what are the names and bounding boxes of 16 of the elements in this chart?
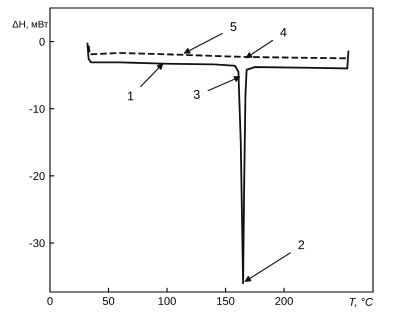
y-tick-label: -30 xyxy=(30,239,45,248)
annotation: 1 xyxy=(128,92,134,100)
annotation: 2 xyxy=(298,240,304,250)
y-tick-label: 0 xyxy=(39,38,45,46)
x-axis-title: T, °C xyxy=(350,298,374,308)
x-tick-label: 50 xyxy=(102,297,114,306)
x-tick-label: 150 xyxy=(217,297,234,306)
x-tick-label: 0 xyxy=(47,297,53,306)
annotation: 3 xyxy=(194,90,200,99)
annotation: 5 xyxy=(230,22,236,32)
x-tick-label: 200 xyxy=(275,297,293,306)
y-tick-label: -10 xyxy=(30,104,45,113)
y-tick-label: -20 xyxy=(30,172,45,180)
annotation: 4 xyxy=(280,28,287,37)
y-axis-title: ΔH, мВт xyxy=(12,20,48,29)
x-tick-label: 100 xyxy=(158,297,176,306)
